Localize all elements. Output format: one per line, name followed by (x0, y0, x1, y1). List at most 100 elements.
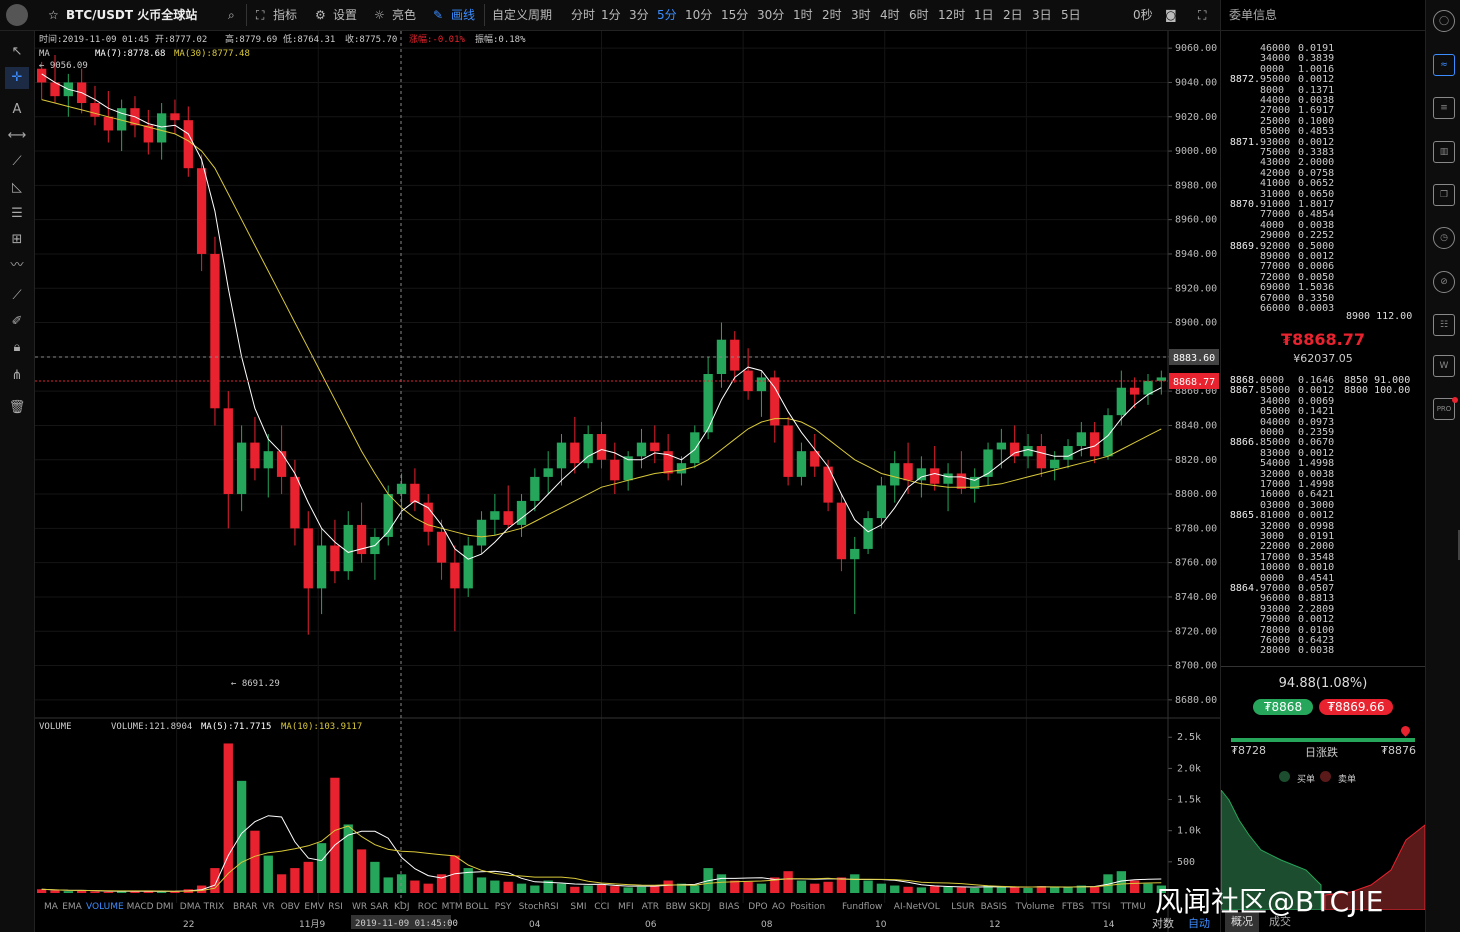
scroll-handle[interactable] (1458, 530, 1460, 560)
indicator-tab-ma[interactable]: MA (44, 902, 59, 912)
period-3[interactable]: 3分 (629, 8, 649, 22)
sun-icon[interactable]: ☼ (374, 8, 385, 22)
indicator-tab-ema[interactable]: EMA (62, 902, 82, 912)
orderbook-row[interactable]: 32000 0.0998 (1260, 520, 1335, 532)
period-7[interactable]: 30分 (757, 8, 785, 22)
indicator-tab-fundflow[interactable]: Fundflow (842, 902, 882, 912)
indicator-tab-lsur[interactable]: LSUR (951, 902, 975, 912)
orderbook-row[interactable]: 8870.91000 1.8017 (1229, 199, 1335, 210)
period-14[interactable]: 1日 (974, 8, 994, 22)
clock-icon[interactable]: ◷ (1433, 227, 1455, 249)
indicator-tab-position[interactable]: Position (790, 902, 825, 912)
fullscreen-icon[interactable]: ⛶ (1198, 8, 1207, 22)
orderbook-row[interactable]: 75000 0.3383 (1260, 147, 1335, 158)
indicator-tab-brar[interactable]: BRAR (233, 902, 257, 912)
orderbook-row[interactable]: 3000 0.0191 (1260, 531, 1335, 542)
indicator-tab-smi[interactable]: SMI (570, 902, 586, 912)
indicator-tab-ftbs[interactable]: FTBS (1062, 902, 1085, 912)
orderbook-row[interactable]: 8865.81000 0.0012 (1229, 510, 1335, 522)
orderbook-row[interactable]: 78000 0.0100 (1260, 624, 1335, 636)
orderbook-row[interactable]: 46000 0.0191 (1260, 43, 1335, 54)
orderbook-row[interactable]: 76000 0.6423 (1260, 635, 1335, 646)
orderbook-row[interactable]: 10000 0.0010 (1260, 562, 1335, 574)
custom-period-button[interactable]: 自定义周期 (492, 8, 553, 22)
period-10[interactable]: 3时 (851, 8, 871, 22)
indicator-tab-emv[interactable]: EMV (304, 902, 324, 912)
orderbook-row[interactable]: 41000 0.0652 (1260, 178, 1335, 190)
indicator-tab-ttsi[interactable]: TTSI (1090, 902, 1110, 912)
orderbook-row[interactable]: 67000 0.3350 (1260, 292, 1335, 304)
orderbook-row[interactable]: 04000 0.0973 (1260, 416, 1335, 428)
indicator-tab-kdj[interactable]: KDJ (394, 902, 410, 912)
period-8[interactable]: 1时 (793, 8, 813, 22)
orderbook-row[interactable]: 17000 0.3548 (1260, 551, 1335, 563)
indicator-tab-obv[interactable]: OBV (281, 902, 301, 912)
indicator-tab-bias[interactable]: BIAS (719, 902, 740, 912)
orderbook-row[interactable]: 32000 0.0038 (1260, 468, 1335, 480)
tab-overview[interactable]: 概况 (1225, 912, 1259, 932)
indicator-tab-ai-netvol[interactable]: AI-NetVOL (894, 902, 940, 912)
orderbook-row[interactable]: 43000 2.0000 (1260, 157, 1335, 169)
notes-icon[interactable]: ☷ (1433, 314, 1455, 336)
log-scale-toggle[interactable]: 对数 (1152, 916, 1174, 930)
indicator-tab-tvolume[interactable]: TVolume (1015, 902, 1055, 912)
orderbook-row[interactable]: 8868.0000 0.1646 8850 91.000 (1229, 375, 1411, 386)
orders-icon[interactable]: ≡ (1433, 97, 1455, 119)
orderbook-row[interactable]: 17000 1.4998 (1260, 479, 1335, 490)
indicator-tab-psy[interactable]: PSY (495, 902, 512, 912)
triangle-tool-icon[interactable]: ◺ (12, 180, 22, 195)
indicator-icon[interactable]: ⛶ (256, 8, 265, 22)
depth-bars-icon[interactable]: ▥ (1433, 141, 1455, 163)
indicator-tab-dpo[interactable]: DPO (748, 902, 767, 912)
orderbook-row[interactable]: 44000 0.0038 (1260, 95, 1335, 106)
orderbook-row[interactable]: 8872.95000 0.0012 (1229, 74, 1335, 86)
copy-icon[interactable]: ❐ (1433, 184, 1455, 206)
orderbook-row[interactable]: 22000 0.2000 (1260, 541, 1335, 553)
orderbook-row[interactable]: 8867.85000 0.0012 8800 100.00 (1229, 385, 1411, 397)
indicator-tab-stochrsi[interactable]: StochRSI (519, 902, 559, 912)
trend-line-icon[interactable]: ⟋ (12, 154, 22, 169)
indicator-button[interactable]: 指标 (273, 8, 298, 22)
period-17[interactable]: 5日 (1061, 8, 1081, 22)
orderbook-row[interactable]: 03000 0.3000 (1260, 499, 1335, 511)
indicator-tab-boll[interactable]: BOLL (465, 902, 488, 912)
orderbook-row[interactable]: 0000 1.0016 (1260, 63, 1335, 75)
period-11[interactable]: 4时 (880, 8, 900, 22)
orderbook-row[interactable]: 83000 0.0012 (1260, 447, 1335, 459)
pair-title[interactable]: BTC/USDT 火币全球站 (66, 8, 198, 22)
orderbook-row[interactable]: 34000 0.3839 (1260, 53, 1335, 65)
search-icon[interactable]: ⌕ (228, 8, 235, 22)
lock-icon[interactable]: 🔒︎ (13, 340, 21, 355)
orderbook-row[interactable]: 16000 0.6421 (1260, 489, 1335, 501)
indicator-tab-atr[interactable]: ATR (642, 902, 659, 912)
wave-tool-icon[interactable]: 〰 (10, 258, 24, 273)
indicator-tab-skdj[interactable]: SKDJ (689, 902, 710, 912)
draw-button[interactable]: 画线 (451, 8, 476, 22)
period-16[interactable]: 3日 (1032, 8, 1052, 22)
period-13[interactable]: 12时 (938, 8, 966, 22)
best-bid-pill[interactable]: ₮8868 (1253, 699, 1313, 715)
orderbook-row[interactable]: 27000 1.6917 (1260, 105, 1335, 117)
indicator-tab-wr[interactable]: WR (352, 902, 367, 912)
orderbook-row[interactable]: 29000 0.2252 (1260, 230, 1335, 242)
orderbook-row[interactable]: 05000 0.4853 (1260, 126, 1335, 138)
indicator-tab-roc[interactable]: ROC (418, 902, 438, 912)
orderbook-row[interactable]: 79000 0.0012 (1260, 614, 1335, 626)
orderbook-row[interactable]: 28000 0.0038 (1260, 645, 1335, 657)
orderbook-row[interactable]: 8871.93000 0.0012 (1229, 136, 1335, 148)
theme-button[interactable]: 亮色 (392, 8, 417, 22)
magnet-icon[interactable]: ⋔ (11, 368, 23, 383)
orderbook-row[interactable]: 93000 2.2809 (1260, 603, 1335, 615)
orderbook-row[interactable]: 72000 0.0050 (1260, 271, 1335, 283)
indicator-tab-bbw[interactable]: BBW (666, 902, 687, 912)
parallel-lines-icon[interactable]: ☰ (11, 206, 23, 221)
cursor-icon[interactable]: ↖ (11, 44, 23, 59)
orderbook-row[interactable]: 8000 0.1371 (1260, 84, 1335, 96)
brush-icon[interactable]: ✐ (11, 314, 23, 329)
user-icon[interactable]: ◯ (1433, 10, 1455, 32)
chart-panel-icon[interactable]: ≈ (1433, 54, 1455, 76)
measure-icon[interactable]: ⟋ (12, 288, 22, 303)
indicator-tab-basis[interactable]: BASIS (981, 902, 1008, 912)
indicator-tab-sar[interactable]: SAR (370, 902, 388, 912)
orderbook-row[interactable]: 8864.97000 0.0507 (1229, 583, 1335, 594)
